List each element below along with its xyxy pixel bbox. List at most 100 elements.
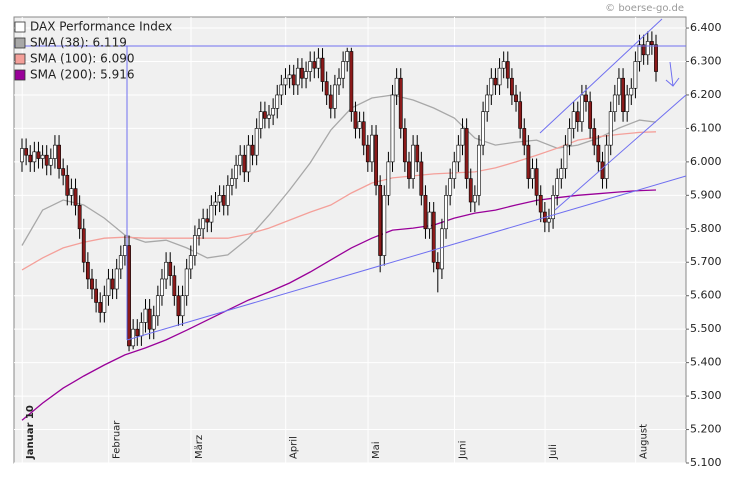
candle-body [464, 128, 469, 179]
candle-body [254, 128, 259, 156]
candle-body [176, 295, 181, 317]
y-tick-label: 5.200 [690, 423, 722, 436]
candle-body [114, 268, 119, 290]
candle-body [300, 67, 304, 79]
candle-body [353, 111, 358, 129]
candle-body [551, 195, 555, 220]
candle-body [485, 94, 490, 112]
y-tick-label: 5.400 [690, 356, 722, 369]
legend-swatch [14, 69, 26, 81]
candle-body [65, 174, 70, 196]
sma-line [21, 131, 657, 271]
candle-body [295, 67, 300, 86]
candle-body [205, 218, 210, 223]
y-tick-label: 6.100 [690, 121, 722, 134]
candle-body [28, 154, 33, 163]
candle-body [592, 128, 597, 146]
candle-body [283, 77, 288, 86]
candle-body [250, 144, 255, 156]
candle-body [563, 144, 568, 169]
candle-body [44, 154, 49, 166]
x-tick-label: Februar [112, 420, 123, 459]
candle-body [201, 218, 206, 230]
candle-body [481, 111, 485, 146]
candle-body [538, 195, 543, 213]
candle-body [304, 71, 308, 79]
candle-body [40, 154, 45, 159]
candle-body [386, 161, 391, 196]
candle-body [151, 315, 156, 330]
candle-body [567, 128, 572, 146]
candle-body [526, 144, 531, 179]
candle-body [530, 168, 535, 179]
candle-body [246, 144, 251, 173]
candle-body [337, 77, 341, 86]
candle-body [472, 195, 477, 203]
candle-body [423, 195, 428, 230]
candle-body [617, 77, 621, 96]
candle-body [213, 201, 218, 206]
y-tick-label: 5.800 [690, 222, 722, 235]
candle-body [596, 144, 601, 163]
candle-body [287, 74, 292, 79]
candle-body [440, 228, 444, 270]
candle-body [645, 41, 650, 56]
candle-body [57, 144, 61, 169]
candle-body [559, 168, 564, 179]
candle-body [127, 245, 131, 347]
candle-body [460, 128, 465, 146]
annotations [14, 18, 687, 341]
candle-body [110, 278, 115, 290]
candle-body [90, 278, 94, 290]
candle-body [217, 195, 222, 203]
candle-body [654, 44, 658, 72]
candle-body [505, 61, 510, 79]
y-tick-label: 5.500 [690, 322, 722, 335]
candle-body [262, 111, 267, 119]
candle-body [547, 218, 551, 223]
candle-body [588, 101, 593, 129]
candle-body [378, 184, 383, 256]
x-tick-label: Mai [371, 441, 382, 459]
candle-body [69, 188, 74, 196]
candle-body [160, 278, 164, 297]
candle-body [106, 278, 111, 297]
candle-body [621, 77, 625, 112]
legend-label: DAX Performance Index [30, 20, 172, 34]
candle-body [452, 161, 457, 179]
legend-label: SMA (100): 6.090 [30, 52, 134, 66]
candle-body [155, 295, 160, 317]
candle-body [382, 195, 387, 256]
candle-body [73, 188, 78, 206]
candle-body [271, 108, 276, 116]
candle-body [85, 261, 90, 280]
candle-body [514, 94, 518, 102]
candle-body [427, 211, 432, 230]
candle-body [555, 178, 560, 196]
source: © boerse-go.de [605, 3, 684, 14]
candle-body [534, 168, 539, 196]
candle-body [193, 235, 197, 256]
candle-body [77, 205, 82, 230]
y-tick-label: 5.300 [690, 389, 722, 402]
candle-body [316, 57, 321, 69]
candle-body [604, 144, 609, 179]
candle-body [328, 94, 333, 109]
y-tick-label: 5.100 [690, 456, 722, 469]
candle-body [612, 94, 617, 112]
candle-body [168, 261, 173, 276]
candle-body [456, 144, 461, 163]
candle-body [444, 195, 448, 230]
candle-body [225, 184, 230, 206]
candle-body [398, 77, 403, 129]
candle-body [143, 308, 148, 323]
candle-body [518, 101, 523, 129]
candle-body [477, 144, 481, 196]
candle-body [32, 151, 37, 163]
candle-body [230, 178, 234, 186]
candle-body [357, 121, 362, 129]
candle-body [489, 77, 494, 96]
candle-body [238, 154, 243, 166]
legend-swatch [14, 21, 26, 33]
candle-body [209, 205, 214, 223]
